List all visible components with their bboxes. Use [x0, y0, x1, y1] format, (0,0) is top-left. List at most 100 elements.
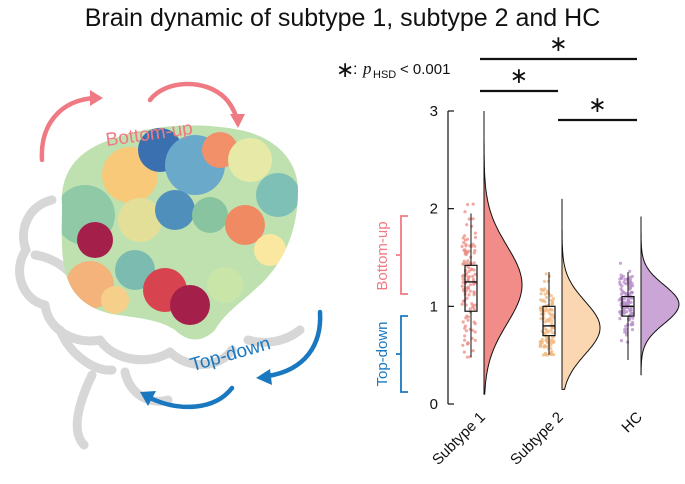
data-point — [539, 306, 543, 310]
data-point — [543, 344, 547, 348]
data-point — [618, 317, 622, 321]
data-point — [461, 273, 466, 277]
data-point — [467, 217, 471, 221]
significance-star: ∗ — [549, 32, 567, 57]
data-point — [466, 259, 470, 263]
data-point — [463, 334, 467, 338]
arrowhead-icon — [230, 114, 245, 128]
data-point — [628, 269, 632, 273]
data-point — [630, 290, 634, 294]
violin-subtype-1 — [460, 111, 523, 395]
y-tick-label: 2 — [430, 201, 438, 218]
data-point — [548, 312, 552, 317]
data-point — [542, 288, 546, 292]
data-point — [630, 274, 634, 279]
data-point — [619, 276, 624, 280]
data-point — [550, 319, 554, 323]
data-point — [619, 339, 624, 343]
data-point — [629, 323, 633, 327]
legend-threshold: < 0.001 — [400, 61, 450, 78]
data-point — [461, 343, 465, 347]
data-point — [470, 267, 474, 271]
data-point — [466, 237, 470, 241]
data-point — [546, 329, 550, 333]
data-point — [630, 312, 635, 316]
data-point — [623, 277, 627, 281]
data-point — [618, 261, 623, 265]
box-iqr — [464, 264, 478, 312]
bottom-up-bracket — [396, 215, 408, 295]
significance-star: ∗ — [588, 93, 606, 118]
significance-bars: ∗ ∗ ∗ — [480, 32, 637, 122]
data-point — [464, 329, 468, 333]
data-point — [462, 259, 466, 263]
data-point — [465, 223, 469, 227]
significance-star: ∗ — [510, 64, 528, 89]
data-point — [466, 286, 470, 290]
brain-outline — [15, 195, 305, 450]
data-point — [545, 353, 549, 357]
data-point — [473, 303, 477, 307]
legend-colon: : — [353, 61, 357, 78]
brain-cortex — [61, 125, 299, 340]
data-point — [549, 308, 553, 312]
violin-hc — [617, 216, 680, 376]
data-point — [472, 307, 476, 311]
data-point — [472, 261, 476, 265]
arrowhead-icon — [256, 369, 272, 385]
top-down-arrows — [140, 309, 323, 410]
data-point — [539, 292, 543, 296]
data-point — [466, 277, 470, 281]
data-point — [539, 312, 544, 316]
y-tick-label: 0 — [430, 396, 438, 413]
y-axis: 0 1 2 3 — [430, 103, 454, 413]
data-point — [630, 328, 635, 332]
data-point — [467, 293, 471, 297]
data-point — [542, 326, 547, 330]
arrowhead-icon — [90, 90, 103, 106]
brain-illustration: Bottom-up Top-down — [15, 81, 323, 450]
data-point — [619, 273, 623, 277]
data-point — [463, 338, 467, 342]
data-point — [543, 331, 547, 335]
data-point — [471, 217, 475, 221]
data-point — [467, 269, 471, 273]
data-point — [473, 338, 477, 342]
data-point — [462, 241, 466, 245]
data-point — [623, 291, 627, 295]
data-point — [621, 306, 626, 310]
data-point — [542, 279, 547, 283]
top-down-bracket — [396, 315, 408, 393]
data-point — [539, 317, 543, 321]
significance-legend: ∗ : p HSD < 0.001 — [336, 58, 450, 83]
data-point — [471, 277, 475, 281]
data-point — [465, 342, 470, 346]
x-tick-label: Subtype 1 — [429, 409, 489, 469]
data-point — [472, 251, 476, 255]
data-point — [624, 333, 629, 337]
data-point — [551, 331, 555, 335]
data-point — [620, 284, 624, 288]
data-point — [544, 295, 549, 299]
data-point — [471, 202, 475, 206]
data-point — [471, 274, 475, 278]
data-point — [468, 289, 472, 293]
data-point — [539, 309, 543, 313]
x-tick-label: Subtype 2 — [507, 409, 567, 469]
data-point — [468, 283, 472, 287]
data-point — [468, 307, 472, 311]
data-point — [627, 301, 631, 305]
y-tick-label: 1 — [430, 298, 438, 315]
data-point — [460, 284, 464, 288]
data-point — [466, 202, 470, 207]
data-point — [460, 244, 464, 248]
data-point — [473, 330, 477, 334]
data-point — [464, 242, 468, 247]
top-down-label: Top-down — [188, 333, 273, 376]
arrowhead-icon — [140, 391, 156, 406]
data-point — [543, 309, 547, 313]
data-point — [550, 302, 554, 306]
data-point — [463, 210, 467, 214]
data-point — [462, 350, 466, 354]
legend-sub: HSD — [373, 69, 396, 81]
